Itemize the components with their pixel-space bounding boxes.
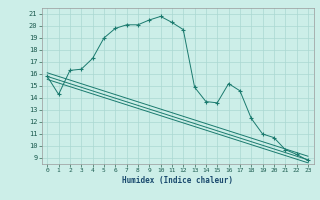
X-axis label: Humidex (Indice chaleur): Humidex (Indice chaleur): [122, 176, 233, 185]
